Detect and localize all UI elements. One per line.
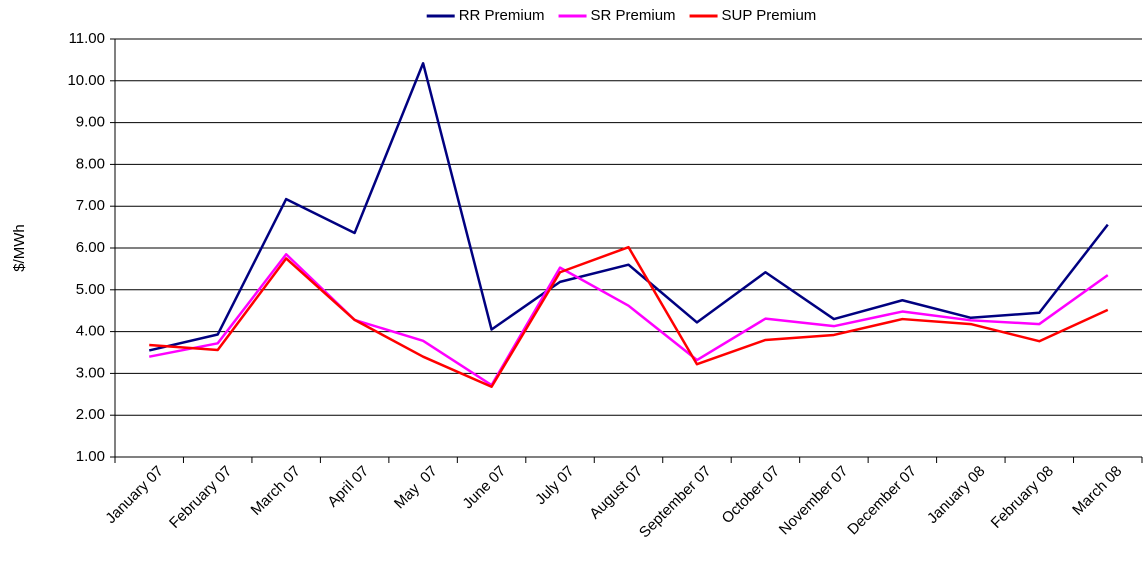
x-tick-label: July 07	[532, 463, 578, 509]
series-line	[149, 245, 1109, 389]
x-tick-label: September 07	[636, 463, 715, 542]
legend-label: RR Premium	[459, 7, 545, 24]
y-axis-label: $/MWh	[11, 224, 28, 272]
x-tick-label: March 08	[1069, 463, 1125, 519]
y-tick-label: 3.00	[76, 364, 105, 381]
x-tick-label: April 07	[324, 463, 372, 511]
x-tick-label: August 07	[586, 463, 646, 523]
y-tick-label: 5.00	[76, 281, 105, 298]
x-tick-label: May 07	[391, 463, 441, 513]
legend-label: SUP Premium	[722, 7, 817, 24]
x-tick-label: October 07	[719, 463, 784, 528]
x-tick-label: November 07	[776, 463, 852, 539]
y-tick-label: 2.00	[76, 406, 105, 423]
y-tick-label: 8.00	[76, 155, 105, 172]
x-tick-label: February 07	[166, 463, 235, 532]
x-tick-label: December 07	[844, 463, 920, 539]
y-tick-label: 11.00	[69, 30, 105, 47]
y-tick-label: 7.00	[76, 197, 105, 214]
y-tick-label: 4.00	[76, 323, 105, 340]
y-tick-label: 10.00	[67, 72, 105, 89]
y-tick-label: 9.00	[76, 114, 105, 131]
x-tick-label: March 07	[248, 463, 304, 519]
x-tick-label: June 07	[459, 463, 509, 513]
series-line	[148, 61, 1109, 352]
legend-label: SR Premium	[591, 7, 676, 24]
x-tick-label: February 08	[988, 463, 1057, 532]
series-line	[148, 253, 1109, 387]
y-tick-label: 1.00	[76, 448, 105, 465]
y-tick-label: 6.00	[76, 239, 105, 256]
x-tick-label: January 08	[924, 463, 989, 528]
x-tick-label: January 07	[102, 463, 167, 528]
